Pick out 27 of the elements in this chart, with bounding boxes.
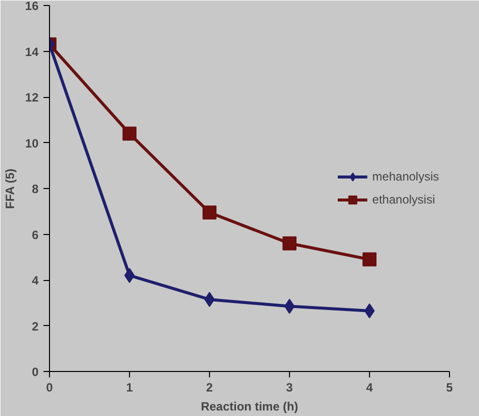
point (124, 268, 135, 283)
y-tick-label: 6 (32, 228, 39, 242)
point (362, 252, 376, 266)
y-tick-label: 16 (25, 0, 39, 13)
point (204, 292, 215, 307)
legend-label: ethanolysisi (372, 192, 435, 206)
x-axis-title: Reaction time (h) (200, 400, 298, 414)
x-tick-label: 0 (46, 380, 54, 394)
y-tick-label: 8 (32, 182, 39, 196)
x-tick-label: 5 (446, 380, 454, 394)
point (284, 298, 295, 314)
y-tick-label: 4 (32, 274, 39, 288)
y-tick-label: 12 (25, 90, 39, 104)
y-tick-label: 0 (32, 365, 39, 379)
x-tick-label: 2 (206, 380, 214, 394)
x-tick-label: 3 (286, 380, 294, 394)
y-axis-title: FFA (5) (3, 168, 18, 209)
y-tick-label: 2 (32, 319, 39, 334)
point (364, 303, 375, 318)
y-tick-label: 14 (25, 44, 39, 59)
point (202, 206, 216, 220)
point (122, 126, 136, 141)
x-tick-label: 1 (126, 380, 134, 394)
legend-label: mehanolysis (372, 170, 439, 184)
y-tick-label: 10 (25, 136, 39, 150)
point (282, 236, 296, 250)
x-tick-label: 4 (366, 380, 374, 394)
